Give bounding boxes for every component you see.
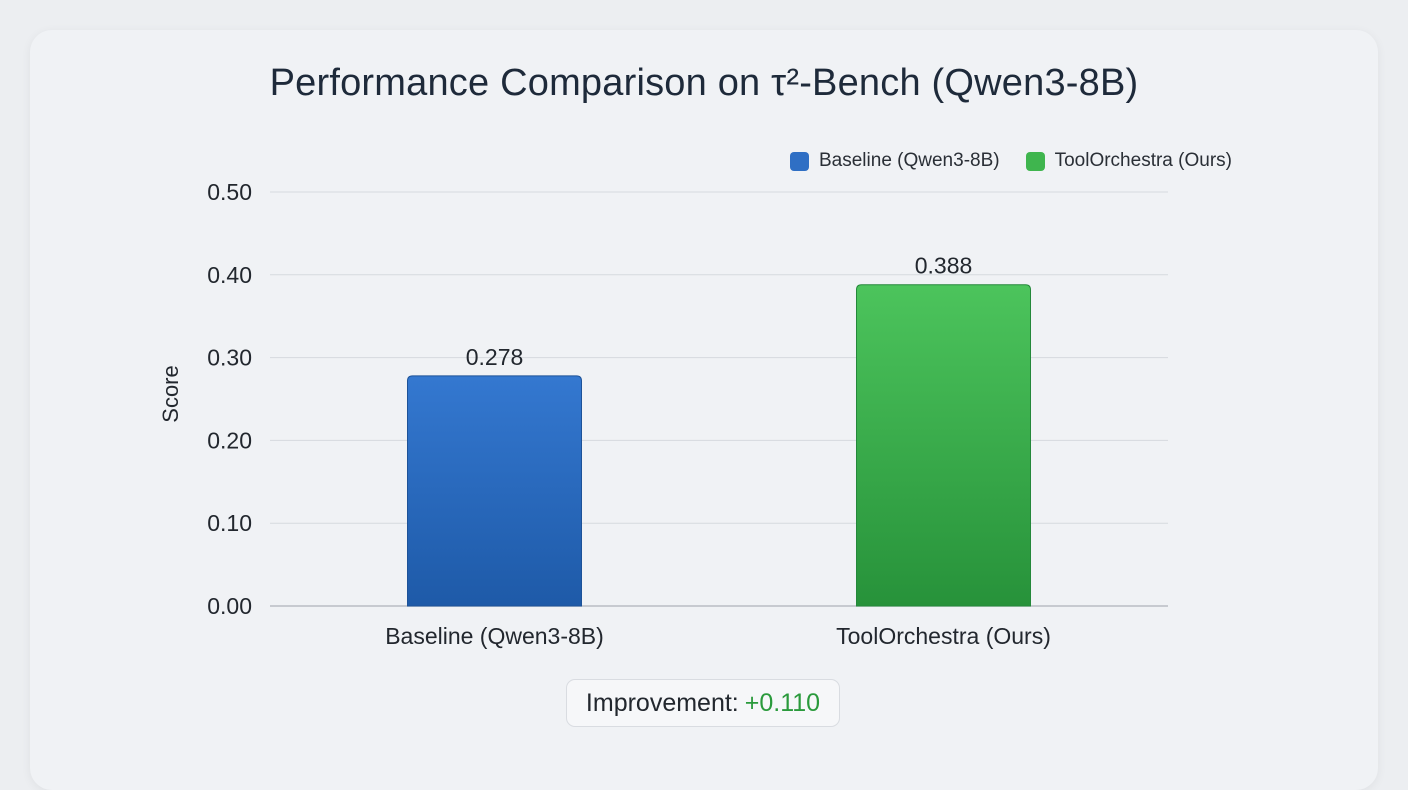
bars: 0.278 0.388 xyxy=(407,253,1031,607)
legend-item-baseline: Baseline (Qwen3-8B) xyxy=(790,150,1000,172)
bar-baseline xyxy=(407,375,582,607)
chart-title: Performance Comparison on τ²-Bench (Qwen… xyxy=(269,62,1139,104)
x-tick-label: ToolOrchestra (Ours) xyxy=(836,623,1051,649)
legend-swatch-baseline xyxy=(790,151,809,171)
y-tick-label: 0.10 xyxy=(207,510,252,536)
bar-value-label: 0.388 xyxy=(915,253,973,279)
x-tick-labels: Baseline (Qwen3-8B) ToolOrchestra (Ours) xyxy=(385,623,1051,649)
grid-lines xyxy=(270,191,1168,607)
bar-value-label: 0.278 xyxy=(466,344,524,370)
x-tick-label: Baseline (Qwen3-8B) xyxy=(385,623,604,649)
improvement-value: +0.110 xyxy=(744,688,821,717)
legend-swatch-toolorchestra xyxy=(1025,151,1045,171)
legend-label-toolorchestra: ToolOrchestra (Ours) xyxy=(1054,150,1232,171)
chart-card xyxy=(30,30,1378,790)
legend-label-baseline: Baseline (Qwen3-8B) xyxy=(819,150,1000,171)
bar-toolorchestra xyxy=(856,284,1031,607)
y-tick-label: 0.50 xyxy=(207,179,252,205)
improvement-badge: Improvement: +0.110 xyxy=(566,679,840,727)
y-tick-labels: 0.00 0.10 0.20 0.30 0.40 0.50 xyxy=(207,179,252,619)
y-tick-label: 0.40 xyxy=(207,262,252,288)
y-axis-label: Score xyxy=(158,365,183,422)
y-tick-label: 0.30 xyxy=(207,345,252,371)
y-tick-label: 0.20 xyxy=(207,427,252,453)
legend: Baseline (Qwen3-8B) ToolOrchestra (Ours) xyxy=(790,150,1258,172)
legend-item-toolorchestra: ToolOrchestra (Ours) xyxy=(1025,150,1232,172)
improvement-label: Improvement: xyxy=(585,688,739,717)
y-tick-label: 0.00 xyxy=(207,593,252,619)
bar-chart: 0.00 0.10 0.20 0.30 0.40 0.50 Score 0.278 0.38… xyxy=(158,179,1168,649)
